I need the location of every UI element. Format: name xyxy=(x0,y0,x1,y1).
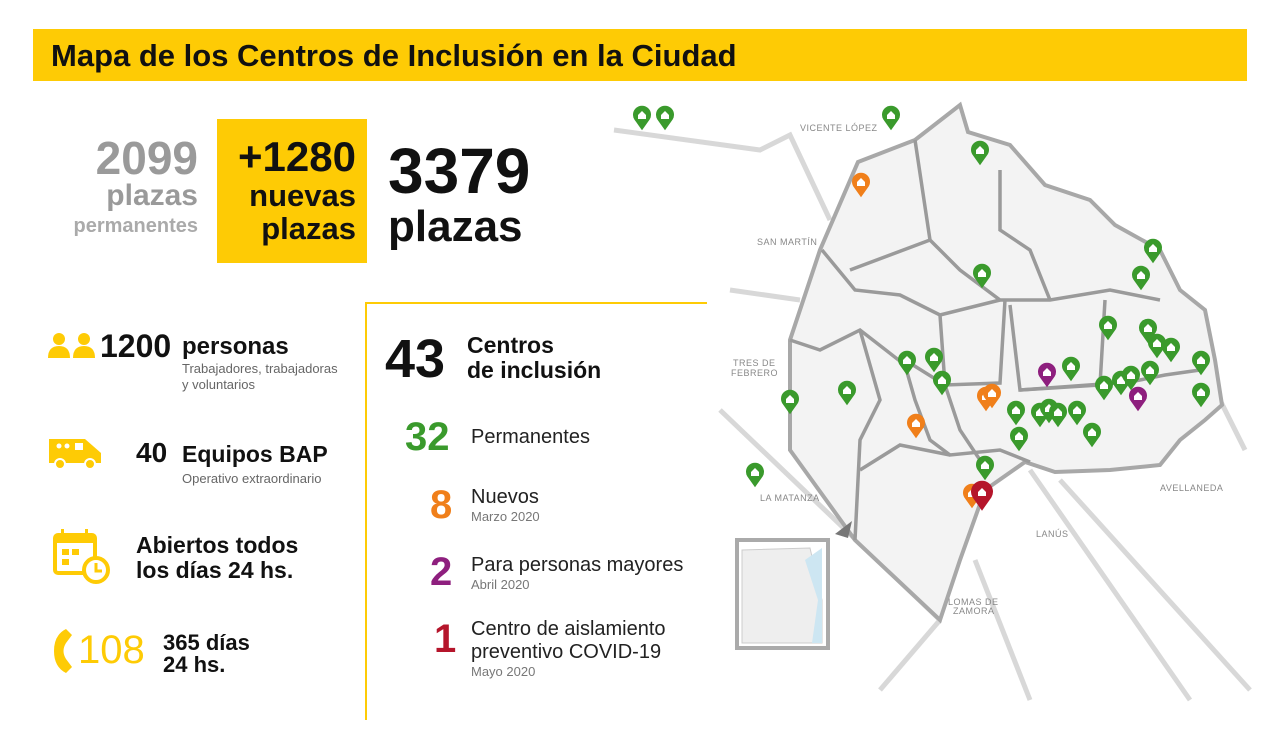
permanent-center-pin-icon[interactable] xyxy=(838,380,856,406)
divider xyxy=(365,302,707,304)
permanent-center-pin-icon[interactable] xyxy=(1068,400,1086,426)
map-pins xyxy=(633,105,1210,574)
map-label: LANÚS xyxy=(1036,529,1069,539)
covid-center-pin-icon[interactable] xyxy=(970,480,993,511)
permanent-center-pin-icon[interactable] xyxy=(898,350,916,376)
permanent-center-pin-icon[interactable] xyxy=(1144,238,1162,264)
map-label: ZAMORA xyxy=(953,606,995,616)
permanent-center-pin-icon[interactable] xyxy=(1162,337,1180,363)
elderly-count: 2 xyxy=(430,550,453,594)
covid-label: Centro de aislamiento preventivo COVID-1… xyxy=(471,618,666,664)
permanent-center-pin-icon[interactable] xyxy=(1132,265,1150,291)
teams-count: 40 xyxy=(136,437,168,468)
teams-sub: Operativo extraordinario xyxy=(182,471,322,486)
open-label: Abiertos todos los días 24 hs. xyxy=(136,533,298,583)
new-center-pin-icon[interactable] xyxy=(907,413,925,439)
permanent-center-pin-icon[interactable] xyxy=(656,105,674,131)
elderly-label: Para personas mayores xyxy=(471,554,684,576)
map-label: SAN MARTÍN xyxy=(757,237,818,247)
people-icon xyxy=(48,333,95,358)
centers-label-line: de inclusión xyxy=(467,357,602,383)
phone-icon xyxy=(54,629,72,673)
map-label: LOMAS DE xyxy=(948,597,999,607)
centers-label: Centros de inclusión xyxy=(467,333,601,383)
city-outline xyxy=(788,101,1225,624)
staff-count: 1200 xyxy=(100,328,172,364)
phone-hours: 365 días 24 hs. xyxy=(163,632,250,676)
permanent-center-pin-icon[interactable] xyxy=(1122,365,1140,391)
open-line: los días 24 hs. xyxy=(136,557,294,583)
commune-borders xyxy=(789,139,1201,541)
elderly-center-pin-icon[interactable] xyxy=(1038,362,1056,388)
centers-total: 43 xyxy=(385,329,446,389)
permanent-center-pin-icon[interactable] xyxy=(925,347,943,373)
staff-sub: y voluntarios xyxy=(182,377,255,392)
elderly-date: Abril 2020 xyxy=(471,577,530,592)
total-label: plazas xyxy=(388,202,523,251)
new-center-pin-icon[interactable] xyxy=(852,172,871,198)
permanent-center-pin-icon[interactable] xyxy=(1049,402,1067,428)
covid-count: 1 xyxy=(434,617,457,661)
divider xyxy=(365,302,367,720)
total-value: 3379 xyxy=(388,135,531,207)
new-label: nuevas xyxy=(249,178,356,213)
permanent-center-pin-icon[interactable] xyxy=(746,462,764,488)
phone-hours-line: 365 días xyxy=(163,630,250,655)
open-line: Abiertos todos xyxy=(136,532,299,558)
permanent-center-pin-icon[interactable] xyxy=(1192,382,1210,408)
permanent-center-pin-icon[interactable] xyxy=(781,389,799,415)
staff-sub: Trabajadores, trabajadoras xyxy=(182,361,338,376)
van-icon xyxy=(49,439,101,469)
permanent-value: 2099 xyxy=(95,132,198,184)
new-value: +1280 xyxy=(238,133,356,180)
new-label: plazas xyxy=(261,211,356,246)
map-label: TRES DE xyxy=(733,358,776,368)
inset-pointer-icon xyxy=(835,521,852,538)
centers-label-line: Centros xyxy=(467,332,554,358)
permanent-center-pin-icon[interactable] xyxy=(633,105,651,131)
total-places: 3379 plazas xyxy=(388,138,530,250)
permanent-center-pin-icon[interactable] xyxy=(1192,350,1210,376)
covid-label-line: Centro de aislamiento xyxy=(471,618,666,640)
river-shape xyxy=(805,548,822,643)
new-places: +1280 nuevas plazas xyxy=(217,119,367,263)
elderly-center-pin-icon[interactable] xyxy=(1129,386,1147,412)
permanent-center-pin-icon[interactable] xyxy=(970,140,989,166)
permanent-center-pin-icon[interactable] xyxy=(1095,375,1114,401)
staff-label: personas xyxy=(182,333,289,360)
new-center-pin-icon[interactable] xyxy=(983,383,1002,409)
permanent-label: plazas xyxy=(106,179,198,212)
covid-label-line: preventivo COVID-19 xyxy=(471,641,662,663)
permanent-center-pin-icon[interactable] xyxy=(882,105,900,131)
map-label: AVELLANEDA xyxy=(1160,483,1224,493)
teams-label: Equipos BAP xyxy=(182,441,328,467)
permanent-center-pin-icon[interactable] xyxy=(933,370,952,396)
permanent-center-pin-icon[interactable] xyxy=(1099,315,1117,341)
permanent-center-pin-icon[interactable] xyxy=(1139,318,1157,344)
covid-date: Mayo 2020 xyxy=(471,664,536,679)
new-label: Nuevos xyxy=(471,486,539,508)
map-label: LA MATANZA xyxy=(760,493,820,503)
permanent-center-pin-icon[interactable] xyxy=(1083,422,1101,448)
permanent-sub: permanentes xyxy=(73,215,199,237)
phone-number: 108 xyxy=(78,628,145,672)
calendar-clock-icon xyxy=(53,529,110,584)
permanent-center-pin-icon[interactable] xyxy=(1062,356,1080,382)
map-label: FEBRERO xyxy=(731,368,779,378)
permanent-center-pin-icon[interactable] xyxy=(1007,400,1025,426)
permanent-label: Permanentes xyxy=(471,426,590,448)
new-date: Marzo 2020 xyxy=(471,509,540,524)
map-label: VICENTE LÓPEZ xyxy=(800,123,878,133)
permanent-center-pin-icon[interactable] xyxy=(1010,426,1028,452)
page-title: Mapa de los Centros de Inclusión en la C… xyxy=(33,29,1247,81)
permanent-center-pin-icon[interactable] xyxy=(976,455,994,481)
permanent-center-pin-icon[interactable] xyxy=(1141,360,1159,386)
permanent-places: 2099 plazas permanentes xyxy=(50,132,199,241)
permanent-center-pin-icon[interactable] xyxy=(973,263,991,289)
phone-hours-line: 24 hs. xyxy=(163,652,226,677)
permanent-count: 32 xyxy=(405,415,450,459)
new-count: 8 xyxy=(430,483,453,527)
permanent-center-pin-icon[interactable] xyxy=(1148,333,1166,359)
